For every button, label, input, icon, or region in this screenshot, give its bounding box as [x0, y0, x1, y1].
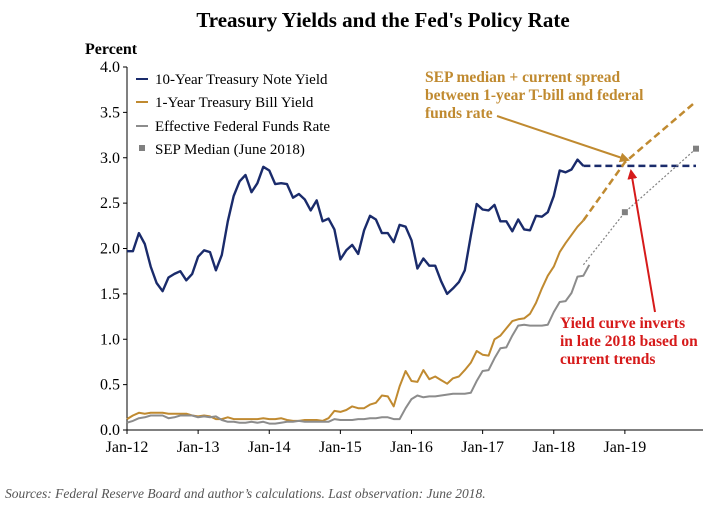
- annotation-red-line-1: Yield curve inverts: [560, 315, 685, 332]
- series-line-ffr: [126, 264, 591, 425]
- y-tick-label: 1.5: [100, 286, 120, 303]
- y-tick-label: 3.0: [100, 150, 120, 167]
- legend-label-one-year: 1-Year Treasury Bill Yield: [155, 95, 314, 111]
- y-tick-label: 2.0: [100, 241, 120, 258]
- x-tick-label: Jan-17: [461, 439, 504, 456]
- chart-title: Treasury Yields and the Fed's Policy Rat…: [196, 8, 569, 32]
- annotation-gold-line-1: SEP median + current spread: [425, 69, 621, 86]
- legend-marker-sep: [139, 145, 145, 151]
- annotation-red: Yield curve inverts in late 2018 based o…: [560, 169, 698, 368]
- series-line-ten-year: [127, 158, 585, 296]
- y-tick-label: 1.0: [100, 331, 120, 348]
- legend-label-ten-year: 10-Year Treasury Note Yield: [155, 72, 328, 88]
- source-note: Sources: Federal Reserve Board and autho…: [5, 486, 486, 501]
- annotation-red-line-2: in late 2018 based on: [560, 333, 698, 350]
- legend-label-sep: SEP Median (June 2018): [155, 142, 305, 158]
- sep-point: [693, 145, 699, 152]
- x-tick-label: Jan-12: [106, 439, 149, 456]
- x-tick-label: Jan-16: [390, 439, 433, 456]
- x-tick-label: Jan-18: [532, 439, 575, 456]
- y-tick-label: 2.5: [100, 195, 120, 212]
- legend-label-ffr: Effective Federal Funds Rate: [155, 119, 330, 135]
- x-tick-label: Jan-19: [604, 439, 647, 456]
- legend: 10-Year Treasury Note Yield 1-Year Treas…: [136, 72, 330, 158]
- sep-point: [621, 209, 628, 216]
- x-axis-ticks: Jan-12 Jan-13 Jan-14 Jan-15 Jan-16 Jan-17 Jan-…: [106, 430, 647, 456]
- y-tick-label: 3.5: [100, 104, 120, 121]
- y-axis-ticks: 0.0 0.5 1.0 1.5 2.0 2.5 3.0 3.5 4.0: [100, 59, 127, 439]
- annotation-gold-line-2: between 1-year T-bill and federal: [425, 87, 644, 104]
- projection-one-year-proj: [582, 100, 697, 222]
- series-layer: [126, 158, 591, 425]
- y-tick-label: 0.5: [100, 377, 120, 394]
- annotation-gold-line-3: funds rate: [425, 105, 493, 122]
- projection-layer: [582, 100, 697, 266]
- y-axis-label: Percent: [85, 41, 138, 58]
- annotation-red-line-3: current trends: [560, 351, 655, 368]
- sep-points: [621, 145, 699, 216]
- annotation-gold: SEP median + current spread between 1-ye…: [425, 69, 644, 163]
- y-tick-label: 4.0: [100, 59, 120, 76]
- x-tick-label: Jan-13: [177, 439, 220, 456]
- annotation-gold-arrow: [496, 115, 630, 163]
- x-tick-label: Jan-15: [319, 439, 362, 456]
- x-tick-label: Jan-14: [248, 439, 291, 456]
- annotation-red-arrow: [627, 169, 656, 313]
- y-tick-label: 0.0: [100, 422, 120, 439]
